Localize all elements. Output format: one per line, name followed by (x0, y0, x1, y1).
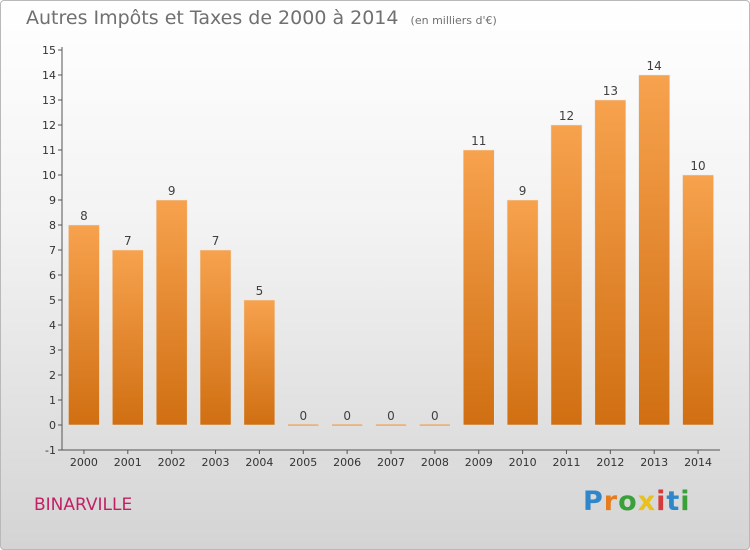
value-label: 11 (471, 134, 486, 148)
bar-2009 (462, 149, 495, 426)
bar-2001 (112, 249, 144, 426)
y-tick-label: 7 (49, 244, 56, 257)
place-name: BINARVILLE (34, 495, 133, 515)
x-tick-label: 2012 (596, 456, 624, 469)
x-tick-label: 2001 (114, 456, 142, 469)
bar-2000 (68, 224, 100, 426)
chart-subtitle: (en milliers d'€) (410, 14, 497, 27)
y-tick-label: 8 (49, 219, 56, 232)
logo-letter: i (680, 486, 691, 517)
logo-letter: x (637, 486, 657, 517)
bar-2002 (155, 199, 188, 426)
bar-2004 (243, 299, 276, 426)
value-label: 13 (603, 84, 618, 98)
x-tick-label: 2013 (640, 456, 668, 469)
x-tick-label: 2010 (509, 456, 537, 469)
y-tick-label: 3 (49, 344, 56, 357)
y-tick-label: 9 (49, 194, 56, 207)
bar-2012 (594, 99, 627, 426)
bar-2014 (682, 174, 714, 426)
logo-letter: r (603, 486, 619, 517)
y-tick-label: 10 (42, 169, 56, 182)
value-label: 0 (343, 409, 351, 423)
y-tick-label: 13 (42, 94, 56, 107)
x-tick-label: 2000 (70, 456, 98, 469)
y-tick-label: 0 (49, 419, 56, 432)
value-label: 9 (519, 184, 527, 198)
x-tick-label: 2011 (552, 456, 580, 469)
y-tick-label: 1 (49, 394, 56, 407)
value-label: 9 (168, 184, 176, 198)
bar-2011 (550, 124, 583, 426)
value-label: 14 (647, 59, 662, 73)
logo-letter: P (583, 486, 604, 517)
y-tick-label: 2 (49, 369, 56, 382)
y-tick-label: 15 (42, 44, 56, 57)
x-tick-label: 2007 (377, 456, 405, 469)
value-label: 0 (431, 409, 439, 423)
y-tick-label: 6 (49, 269, 56, 282)
bar-2007 (375, 424, 407, 426)
proxiti-logo[interactable]: Proxiti (583, 486, 691, 517)
value-label: 7 (124, 234, 132, 248)
value-label: 0 (387, 409, 395, 423)
value-label: 8 (80, 209, 88, 223)
bar-2013 (638, 74, 670, 426)
bar-2008 (419, 424, 451, 426)
y-tick-label: 4 (49, 319, 56, 332)
x-tick-label: 2005 (289, 456, 317, 469)
bar-2006 (331, 424, 363, 426)
y-tick-label: 5 (49, 294, 56, 307)
bar-2003 (199, 249, 232, 426)
x-tick-label: 2006 (333, 456, 361, 469)
x-tick-label: 2008 (421, 456, 449, 469)
logo-letter: o (618, 486, 638, 517)
chart-title: Autres Impôts et Taxes de 2000 à 2014 (e… (26, 7, 497, 29)
y-tick-label: 11 (42, 144, 56, 157)
x-tick-label: 2003 (202, 456, 230, 469)
logo-letter: i (656, 486, 667, 517)
bar-2005 (287, 424, 320, 426)
x-tick-label: 2004 (245, 456, 273, 469)
y-tick-label: 12 (42, 119, 56, 132)
x-tick-label: 2002 (158, 456, 186, 469)
y-tick-label: 14 (42, 69, 56, 82)
value-label: 12 (559, 109, 574, 123)
value-label: 10 (690, 159, 705, 173)
value-label: 5 (256, 284, 264, 298)
x-tick-label: 2014 (684, 456, 712, 469)
value-label: 0 (299, 409, 307, 423)
x-tick-label: 2009 (465, 456, 493, 469)
chart-title-text: Autres Impôts et Taxes de 2000 à 2014 (26, 7, 399, 29)
bar-2010 (506, 199, 539, 426)
value-label: 7 (212, 234, 220, 248)
logo-letter: t (666, 486, 681, 517)
y-tick-label: -1 (45, 444, 56, 457)
